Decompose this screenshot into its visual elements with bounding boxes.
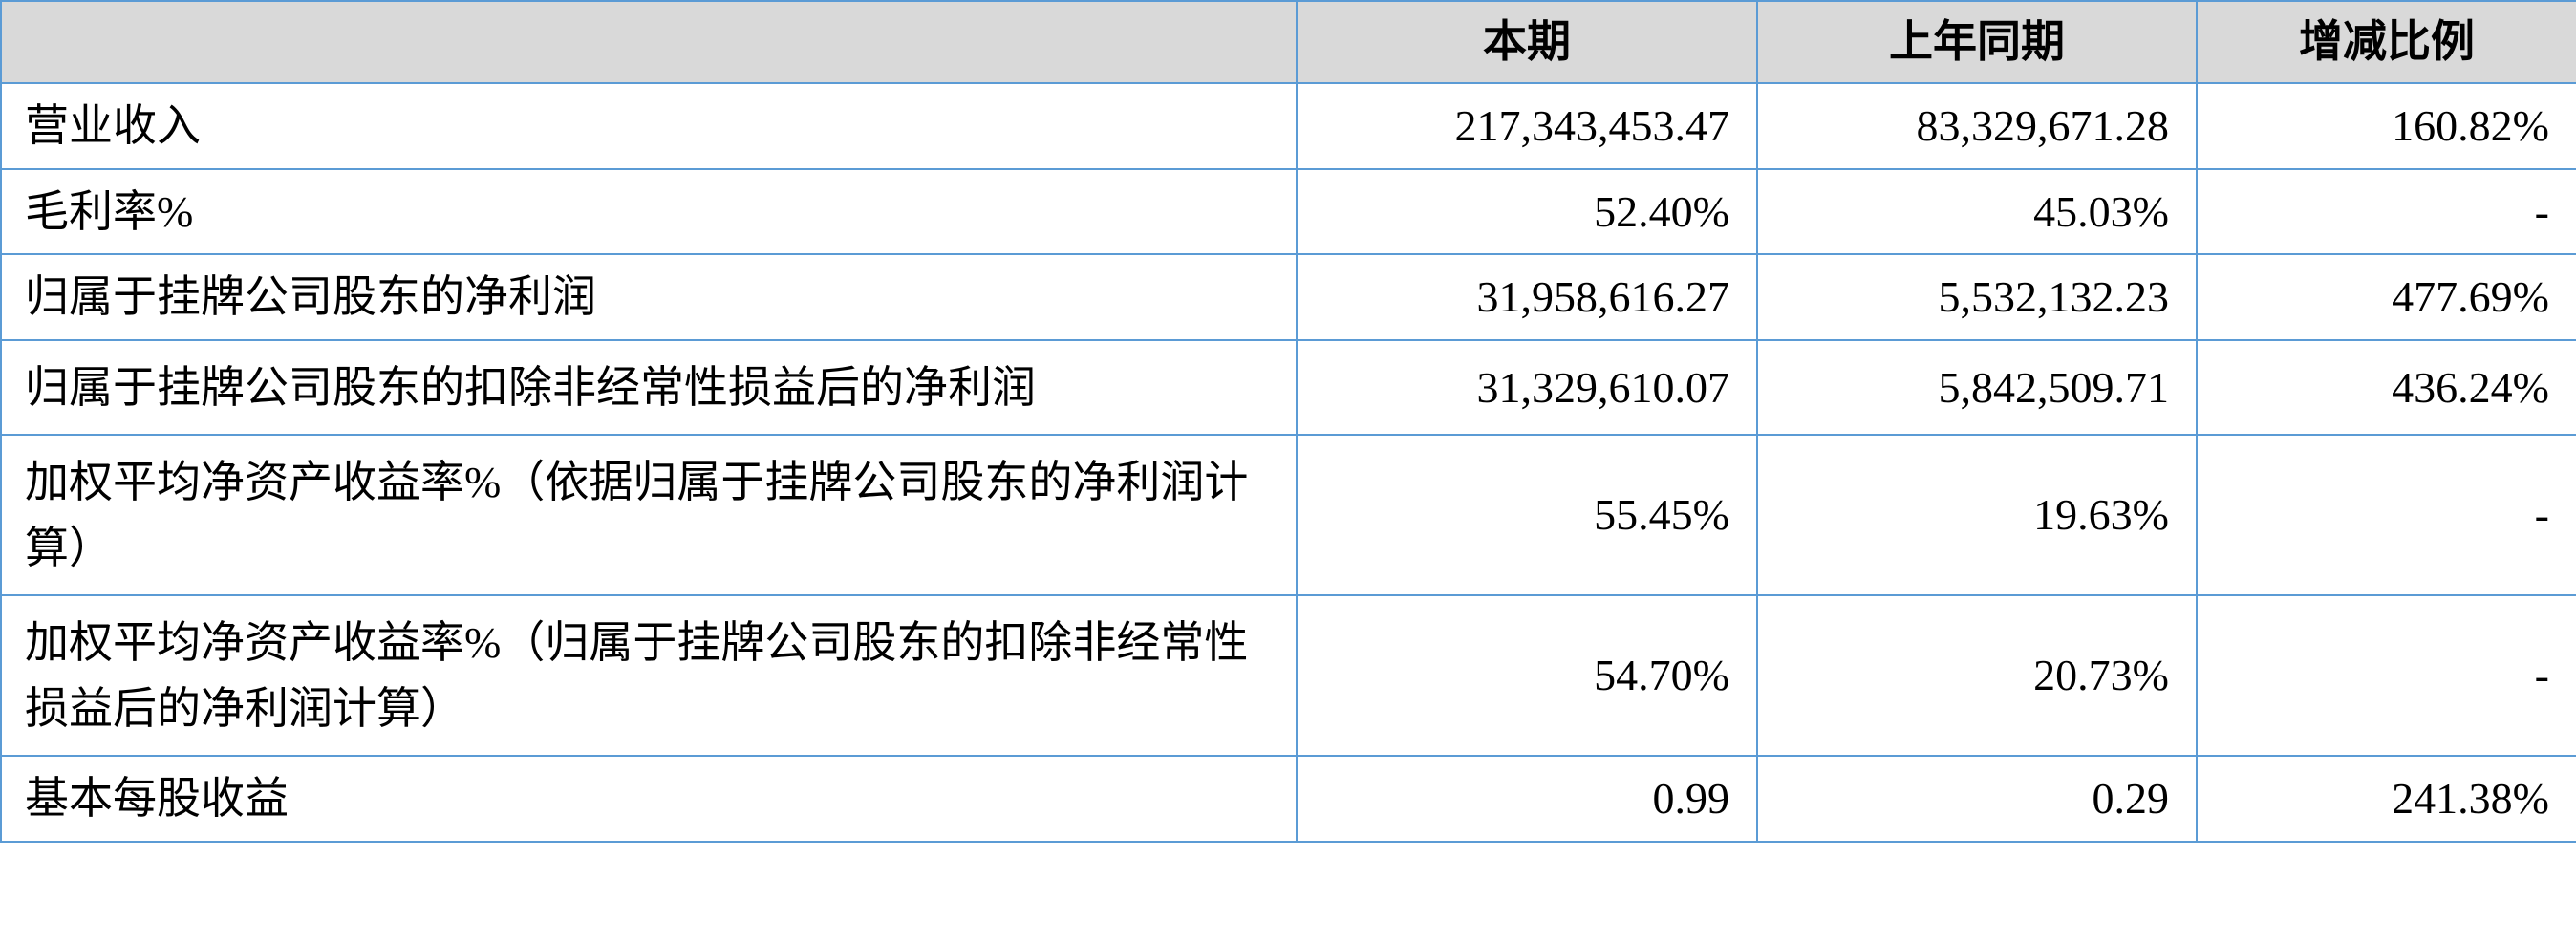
- cell-current: 55.45%: [1297, 435, 1757, 595]
- cell-current: 31,958,616.27: [1297, 254, 1757, 340]
- col-header-change: 增减比例: [2197, 1, 2576, 83]
- cell-change: -: [2197, 169, 2576, 255]
- cell-current: 31,329,610.07: [1297, 340, 1757, 435]
- cell-change: -: [2197, 595, 2576, 756]
- row-label: 毛利率%: [1, 169, 1297, 255]
- row-label: 归属于挂牌公司股东的扣除非经常性损益后的净利润: [1, 340, 1297, 435]
- table-header-row: 本期 上年同期 增减比例: [1, 1, 2576, 83]
- cell-prior: 0.29: [1757, 756, 2197, 842]
- row-label: 营业收入: [1, 83, 1297, 169]
- cell-change: 160.82%: [2197, 83, 2576, 169]
- cell-prior: 45.03%: [1757, 169, 2197, 255]
- financial-table: 本期 上年同期 增减比例 营业收入 217,343,453.47 83,329,…: [0, 0, 2576, 843]
- col-header-blank: [1, 1, 1297, 83]
- cell-current: 0.99: [1297, 756, 1757, 842]
- col-header-prior: 上年同期: [1757, 1, 2197, 83]
- cell-prior: 5,532,132.23: [1757, 254, 2197, 340]
- table-row: 基本每股收益 0.99 0.29 241.38%: [1, 756, 2576, 842]
- cell-current: 52.40%: [1297, 169, 1757, 255]
- cell-change: 477.69%: [2197, 254, 2576, 340]
- cell-current: 217,343,453.47: [1297, 83, 1757, 169]
- table-row: 归属于挂牌公司股东的净利润 31,958,616.27 5,532,132.23…: [1, 254, 2576, 340]
- cell-current: 54.70%: [1297, 595, 1757, 756]
- row-label: 加权平均净资产收益率%（依据归属于挂牌公司股东的净利润计算）: [1, 435, 1297, 595]
- table-row: 归属于挂牌公司股东的扣除非经常性损益后的净利润 31,329,610.07 5,…: [1, 340, 2576, 435]
- cell-change: 436.24%: [2197, 340, 2576, 435]
- table-row: 加权平均净资产收益率%（归属于挂牌公司股东的扣除非经常性损益后的净利润计算） 5…: [1, 595, 2576, 756]
- row-label: 加权平均净资产收益率%（归属于挂牌公司股东的扣除非经常性损益后的净利润计算）: [1, 595, 1297, 756]
- row-label: 归属于挂牌公司股东的净利润: [1, 254, 1297, 340]
- table-row: 营业收入 217,343,453.47 83,329,671.28 160.82…: [1, 83, 2576, 169]
- cell-change: 241.38%: [2197, 756, 2576, 842]
- cell-prior: 5,842,509.71: [1757, 340, 2197, 435]
- col-header-current: 本期: [1297, 1, 1757, 83]
- cell-change: -: [2197, 435, 2576, 595]
- cell-prior: 20.73%: [1757, 595, 2197, 756]
- table-row: 加权平均净资产收益率%（依据归属于挂牌公司股东的净利润计算） 55.45% 19…: [1, 435, 2576, 595]
- cell-prior: 19.63%: [1757, 435, 2197, 595]
- row-label: 基本每股收益: [1, 756, 1297, 842]
- table-row: 毛利率% 52.40% 45.03% -: [1, 169, 2576, 255]
- cell-prior: 83,329,671.28: [1757, 83, 2197, 169]
